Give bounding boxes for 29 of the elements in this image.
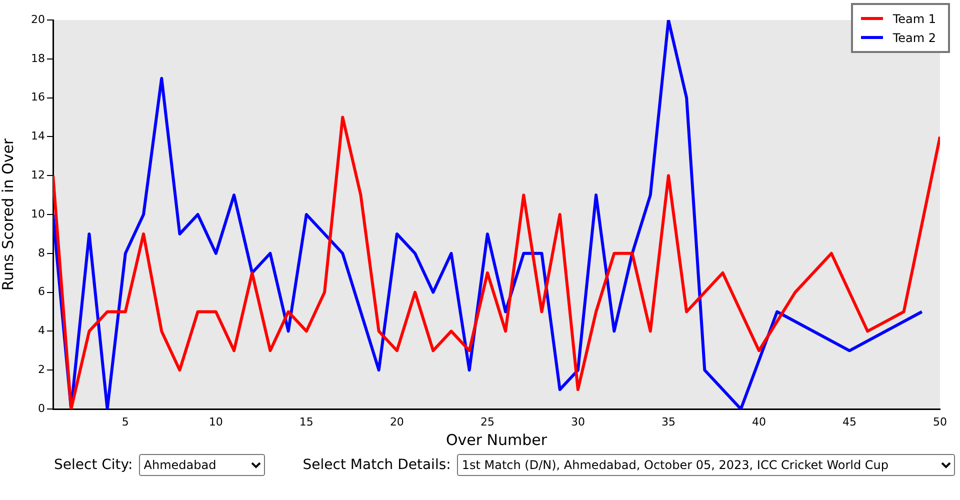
y-tick-label: 0: [38, 402, 45, 415]
y-tick-label: 16: [31, 90, 45, 104]
x-tick-label: 45: [842, 415, 856, 428]
y-tick-label: 14: [31, 130, 45, 143]
x-tick-label: 30: [570, 415, 585, 428]
text: Select City:: [54, 457, 133, 473]
y-axis-title: Runs Scored in Over: [0, 138, 17, 291]
x-tick-label: 25: [480, 415, 494, 428]
y-tick-label: 2: [38, 362, 45, 376]
y-tick-label: 4: [38, 324, 45, 338]
text: 1st Match (D/N), Ahmedabad, October 05, 2023, ICC Cricket World Cup: [456, 454, 955, 476]
y-tick-label: 18: [31, 52, 45, 65]
text: Select Match Details:: [302, 457, 451, 473]
x-axis-title: Over Number: [446, 430, 548, 449]
x-tick-label: 5: [122, 415, 129, 428]
y-tick-label: 8: [38, 246, 45, 260]
y-tick-label: 20: [31, 12, 45, 26]
y-tick-label: 12: [31, 168, 45, 182]
x-tick-label: 10: [208, 415, 223, 428]
x-tick-label: 40: [752, 415, 766, 428]
legend-label: Team 1: [892, 12, 936, 26]
text: Ahmedabad: [138, 454, 265, 476]
x-tick-label: 35: [661, 415, 676, 428]
x-tick-label: 20: [390, 415, 404, 428]
y-tick-label: 10: [31, 207, 45, 220]
x-tick-label: 50: [933, 415, 947, 428]
y-tick-label: 6: [38, 285, 45, 298]
legend-label: Team 2: [892, 30, 936, 44]
x-tick-label: 15: [299, 415, 314, 428]
